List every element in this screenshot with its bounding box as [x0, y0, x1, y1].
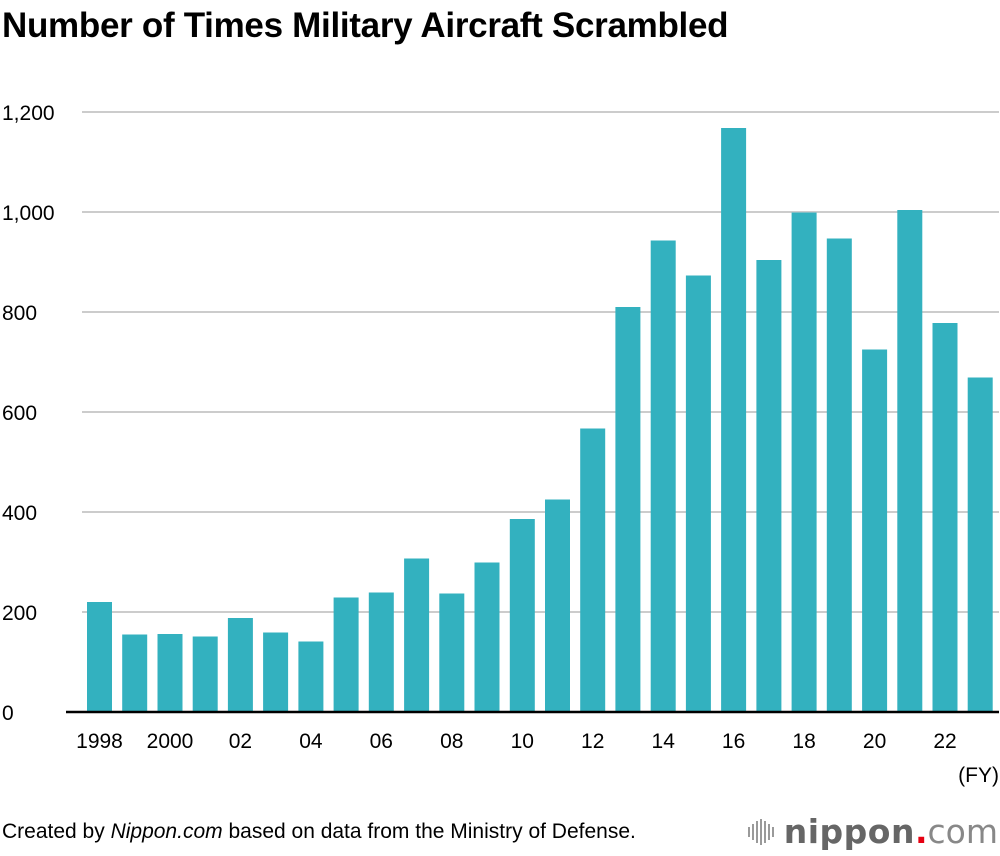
logo-dot: . [914, 812, 928, 851]
y-tick-label: 1,000 [2, 202, 55, 225]
y-tick-label: 200 [2, 602, 37, 625]
bar-2017 [756, 260, 782, 712]
x-tick-label: 06 [370, 730, 393, 753]
bar-2012 [580, 428, 606, 712]
bar-2011 [545, 499, 570, 712]
x-tick-label: 08 [440, 730, 463, 753]
bar-2004 [298, 641, 324, 712]
bar-2016 [721, 128, 747, 712]
bar-1999 [122, 634, 148, 712]
nippon-logo: nippon. com [747, 812, 998, 851]
y-tick-label: 600 [2, 402, 37, 425]
x-tick-label: 1998 [76, 730, 123, 753]
chart-title: Number of Times Military Aircraft Scramb… [2, 6, 729, 45]
logo-brand: nippon [783, 812, 915, 851]
bar-2000 [157, 634, 183, 712]
bar-2022 [932, 323, 958, 712]
logo-tld: com [927, 812, 998, 851]
bar-2014 [650, 240, 676, 712]
gridlines [82, 111, 999, 613]
bars [87, 128, 993, 712]
bar-2023 [967, 377, 993, 712]
y-axis-ticks: 0 200 400 600 800 1,000 1,200 [2, 102, 55, 725]
source-prefix: Created by [2, 820, 111, 843]
x-tick-label: 12 [581, 730, 604, 753]
bar-2008 [439, 593, 465, 712]
bar-1998 [87, 602, 112, 712]
bar-2002 [227, 618, 253, 712]
y-tick-label: 0 [2, 702, 14, 725]
x-axis-label: (FY) [958, 764, 999, 787]
x-tick-label: 10 [511, 730, 534, 753]
x-tick-label: 16 [722, 730, 745, 753]
bar-2020 [862, 349, 888, 712]
x-tick-label: 18 [792, 730, 815, 753]
x-tick-label: 14 [652, 730, 676, 753]
bar-2021 [897, 210, 923, 712]
y-tick-label: 1,200 [2, 102, 55, 125]
bar-chart: 0 200 400 600 800 1,000 1,200 1998 2000 02 04 06 08… [2, 102, 999, 787]
x-tick-label: 2000 [147, 730, 194, 753]
bar-2010 [509, 519, 535, 712]
bar-2019 [826, 238, 852, 712]
y-tick-label: 800 [2, 302, 37, 325]
logo-soundwave-icon [747, 818, 774, 845]
x-axis-ticks: 1998 2000 02 04 06 08 10 12 14 16 18 20 22 [76, 730, 957, 753]
x-tick-label: 20 [863, 730, 886, 753]
x-tick-label: 02 [229, 730, 252, 753]
source-note: Created by Nippon.com based on data from… [2, 820, 636, 844]
bar-2013 [615, 307, 641, 712]
x-tick-label: 04 [299, 730, 323, 753]
bar-2003 [263, 632, 289, 712]
bar-2007 [404, 558, 430, 712]
x-tick-label: 22 [933, 730, 956, 753]
bar-2006 [368, 592, 394, 712]
y-tick-label: 400 [2, 502, 37, 525]
bar-2001 [192, 636, 218, 712]
bar-2015 [685, 275, 711, 712]
source-name: Nippon.com [110, 820, 223, 843]
source-suffix: based on data from the Ministry of Defen… [222, 820, 636, 843]
bar-2005 [333, 597, 359, 712]
bar-2009 [474, 562, 500, 712]
bar-2018 [791, 212, 817, 712]
